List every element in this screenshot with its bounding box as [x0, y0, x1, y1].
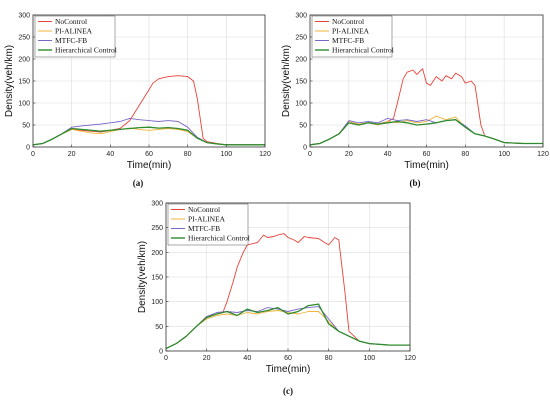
legend-entry: MTFC-FB — [55, 36, 87, 45]
legend-entry: Hierarchical Control — [55, 46, 117, 55]
y-tick-label: 300 — [151, 201, 163, 208]
y-tick-label: 250 — [295, 35, 307, 42]
y-tick-label: 50 — [22, 123, 30, 130]
chart-panel-0: 0 20 40 60 80 100 120 0 50 100 150 200 250 300 Time(mi… — [4, 13, 271, 189]
x-axis-label: Time(min) — [266, 364, 311, 375]
y-tick-label: 200 — [18, 57, 30, 64]
panel-label: (c) — [283, 386, 293, 396]
x-tick-label: 60 — [284, 355, 292, 362]
x-tick-label: 100 — [220, 151, 232, 158]
x-tick-label: 40 — [106, 151, 114, 158]
legend-entry: NoControl — [332, 17, 364, 26]
legend-entry: MTFC-FB — [188, 224, 220, 233]
y-tick-label: 150 — [295, 79, 307, 86]
y-axis-label: Density(veh/km) — [137, 241, 148, 313]
x-tick-label: 100 — [498, 151, 510, 158]
x-tick-label: 60 — [423, 151, 431, 158]
legend-entry: PI-ALINEA — [332, 27, 370, 36]
chart-panel-2: 0 20 40 60 80 100 120 0 50 100 150 200 250 300 Time(mi… — [137, 201, 416, 397]
x-tick-label: 60 — [145, 151, 153, 158]
y-tick-label: 300 — [295, 13, 307, 20]
x-tick-label: 120 — [537, 151, 549, 158]
series-line-hierarchical-control — [32, 126, 265, 146]
series-line-hierarchical-control — [165, 303, 410, 350]
x-tick-label: 120 — [259, 151, 271, 158]
x-tick-label: 20 — [345, 151, 353, 158]
y-tick-label: 100 — [18, 101, 30, 108]
y-tick-label: 300 — [18, 13, 30, 20]
x-tick-label: 120 — [404, 355, 416, 362]
y-tick-label: 250 — [18, 35, 30, 42]
y-tick-label: 200 — [295, 57, 307, 64]
y-tick-label: 100 — [151, 299, 163, 306]
x-axis-label: Time(min) — [404, 160, 449, 171]
legend-entry: PI-ALINEA — [55, 27, 93, 36]
y-tick-label: 150 — [18, 79, 30, 86]
y-tick-label: 50 — [299, 123, 307, 130]
x-tick-label: 0 — [308, 151, 312, 158]
y-tick-label: 200 — [151, 250, 163, 257]
y-tick-label: 150 — [151, 275, 163, 282]
x-axis-label: Time(min) — [127, 160, 172, 171]
x-tick-label: 40 — [384, 151, 392, 158]
x-tick-label: 20 — [68, 151, 76, 158]
y-tick-label: 0 — [26, 145, 30, 152]
x-tick-label: 80 — [461, 151, 469, 158]
x-tick-label: 20 — [203, 355, 211, 362]
y-axis-label: Density(veh/km) — [281, 45, 292, 117]
panel-label: (a) — [133, 178, 144, 188]
series-line-hierarchical-control — [309, 119, 543, 146]
x-tick-label: 0 — [164, 355, 168, 362]
legend-entry: MTFC-FB — [332, 36, 364, 45]
y-tick-label: 0 — [303, 145, 307, 152]
x-tick-label: 100 — [363, 355, 375, 362]
x-tick-label: 40 — [243, 355, 251, 362]
panel-label: (b) — [410, 178, 421, 188]
legend-entry: PI-ALINEA — [188, 215, 226, 224]
y-tick-label: 100 — [295, 101, 307, 108]
legend-entry: Hierarchical Control — [188, 234, 250, 243]
x-tick-label: 0 — [31, 151, 35, 158]
chart-panel-1: 0 20 40 60 80 100 120 0 50 100 150 200 250 300 Time(mi… — [281, 13, 549, 189]
legend-entry: NoControl — [55, 17, 87, 26]
x-tick-label: 80 — [184, 151, 192, 158]
y-tick-label: 250 — [151, 225, 163, 232]
y-axis-label: Density(veh/km) — [4, 45, 15, 117]
legend-entry: Hierarchical Control — [332, 46, 394, 55]
legend-entry: NoControl — [188, 205, 220, 214]
x-tick-label: 80 — [325, 355, 333, 362]
y-tick-label: 50 — [155, 324, 163, 331]
y-tick-label: 0 — [159, 349, 163, 356]
